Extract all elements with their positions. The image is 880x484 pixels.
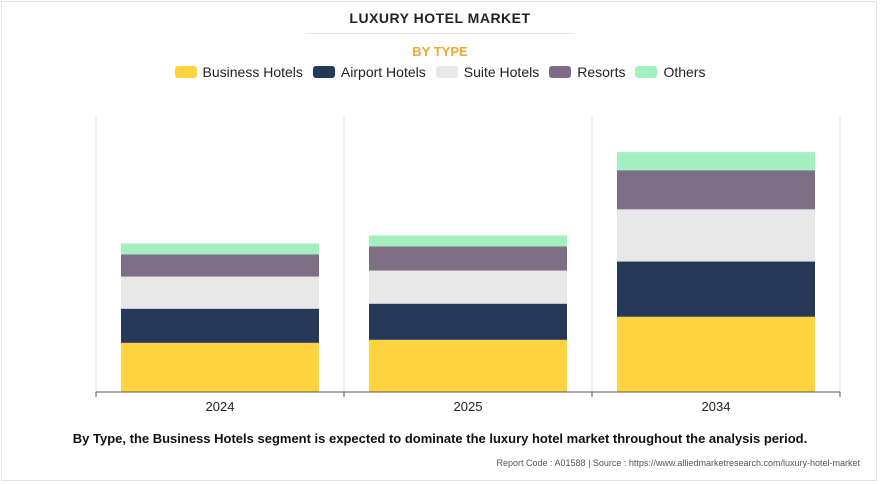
legend-swatch xyxy=(174,66,197,78)
bar-segment xyxy=(121,342,319,392)
x-tick-label: 2024 xyxy=(206,399,235,414)
bar-segment xyxy=(617,152,815,171)
bar-segment xyxy=(369,303,567,340)
bar-segment xyxy=(121,308,319,343)
legend-swatch xyxy=(635,66,658,78)
legend-item: Suite Hotels xyxy=(435,64,540,80)
legend-item: Business Hotels xyxy=(174,64,303,80)
bar-segment xyxy=(617,209,815,262)
legend-swatch xyxy=(312,66,335,78)
title-divider xyxy=(305,33,575,34)
bar-segment xyxy=(617,170,815,210)
bar-segment xyxy=(369,270,567,304)
bar-segment xyxy=(369,339,567,392)
bar-segment xyxy=(369,235,567,247)
legend-swatch xyxy=(435,66,458,78)
legend-label: Airport Hotels xyxy=(340,64,426,80)
legend-item: Resorts xyxy=(549,64,625,80)
legend-swatch xyxy=(549,66,572,78)
chart-subtitle: BY TYPE xyxy=(412,44,468,59)
bar-segment xyxy=(121,276,319,309)
legend: Business Hotels Airport Hotels Suite Hotel… xyxy=(0,64,880,80)
source-note: Report Code : A01588 | Source : https://… xyxy=(496,458,861,468)
chart-title: LUXURY HOTEL MARKET xyxy=(349,10,531,26)
x-tick-label: 2034 xyxy=(702,399,731,414)
bar-segment xyxy=(121,254,319,277)
x-tick-label: 2025 xyxy=(454,399,483,414)
legend-item: Others xyxy=(635,64,705,80)
bar-segment xyxy=(617,316,815,392)
legend-label: Others xyxy=(663,64,706,80)
legend-item: Airport Hotels xyxy=(312,64,426,80)
legend-label: Suite Hotels xyxy=(463,64,540,80)
legend-label: Resorts xyxy=(577,64,626,80)
chart-caption: By Type, the Business Hotels segment is … xyxy=(72,431,808,446)
legend-label: Business Hotels xyxy=(202,64,303,80)
bar-segment xyxy=(369,246,567,271)
bar-segment xyxy=(121,243,319,255)
bar-segment xyxy=(617,261,815,317)
